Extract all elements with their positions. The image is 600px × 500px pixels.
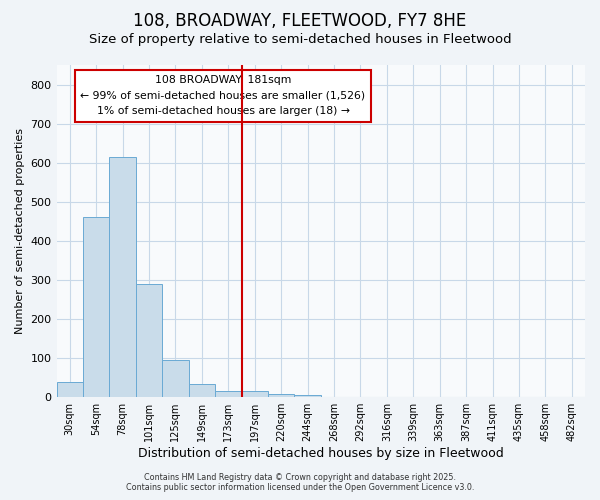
Bar [56, 382, 83, 397]
Bar [162, 360, 188, 397]
Bar [268, 394, 295, 397]
Bar [136, 284, 162, 397]
Bar [83, 218, 109, 397]
Text: Contains HM Land Registry data © Crown copyright and database right 2025.
Contai: Contains HM Land Registry data © Crown c… [126, 473, 474, 492]
Bar [242, 392, 268, 397]
Bar [215, 392, 242, 397]
Bar [109, 157, 136, 397]
Y-axis label: Number of semi-detached properties: Number of semi-detached properties [15, 128, 25, 334]
X-axis label: Distribution of semi-detached houses by size in Fleetwood: Distribution of semi-detached houses by … [138, 447, 503, 460]
Text: Size of property relative to semi-detached houses in Fleetwood: Size of property relative to semi-detach… [89, 32, 511, 46]
Bar [295, 396, 321, 397]
Text: 108 BROADWAY: 181sqm
← 99% of semi-detached houses are smaller (1,526)
1% of sem: 108 BROADWAY: 181sqm ← 99% of semi-detac… [80, 75, 365, 116]
Text: 108, BROADWAY, FLEETWOOD, FY7 8HE: 108, BROADWAY, FLEETWOOD, FY7 8HE [133, 12, 467, 30]
Bar [188, 384, 215, 397]
